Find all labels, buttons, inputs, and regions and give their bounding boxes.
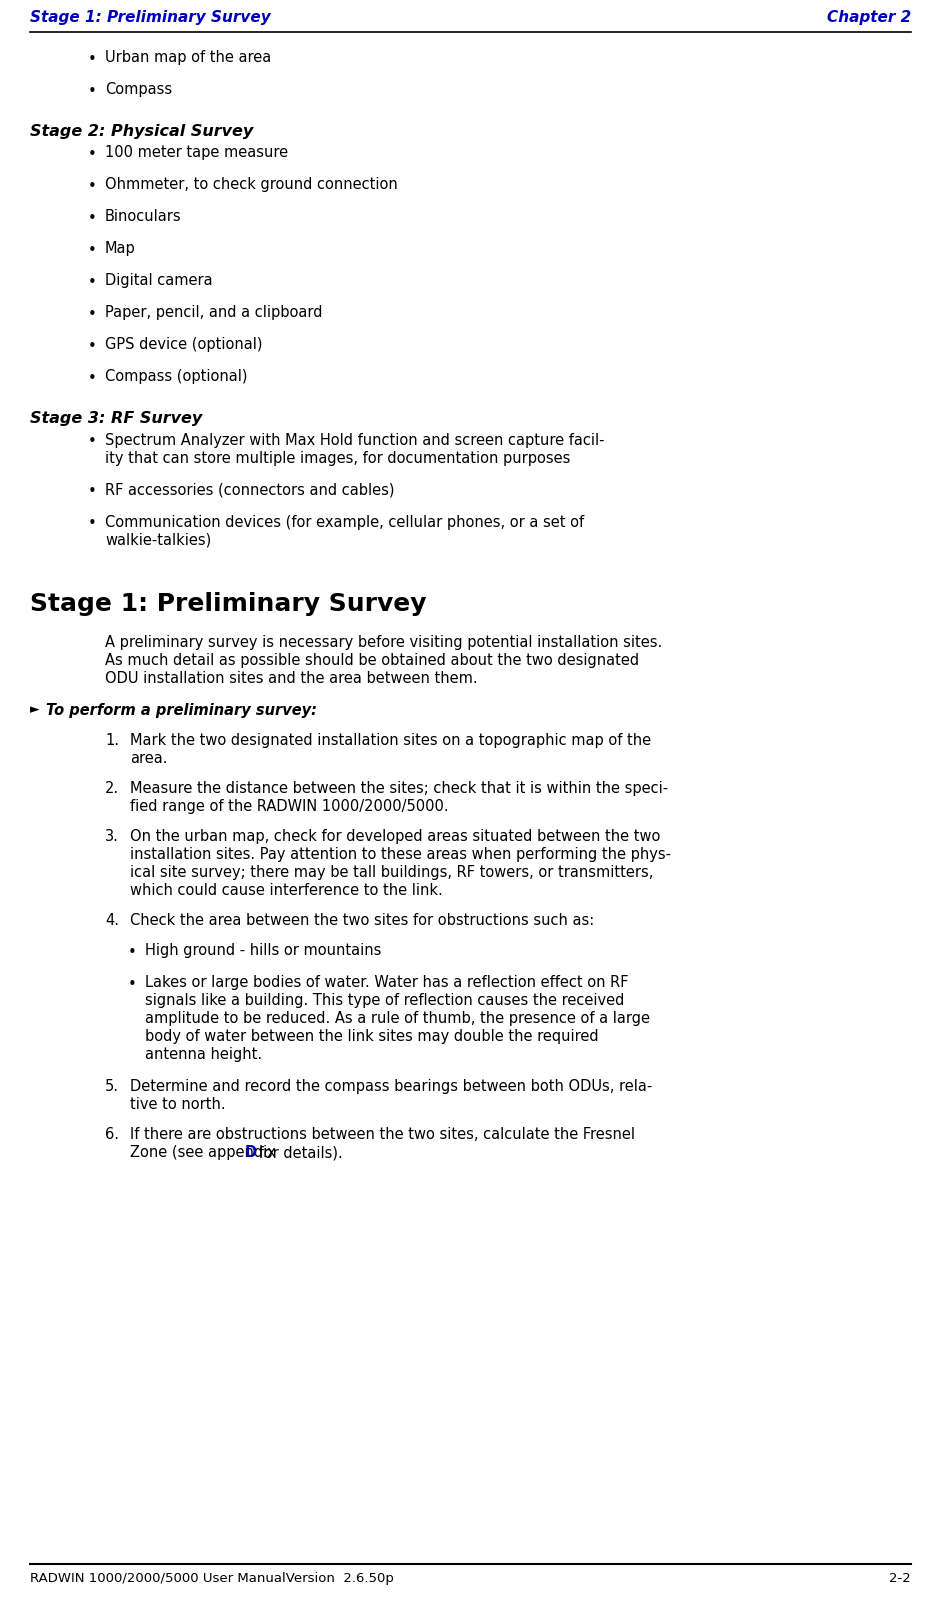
Text: Chapter 2: Chapter 2	[827, 10, 911, 26]
Text: ity that can store multiple images, for documentation purposes: ity that can store multiple images, for …	[105, 451, 570, 465]
Text: Compass: Compass	[105, 82, 172, 96]
Text: RF accessories (connectors and cables): RF accessories (connectors and cables)	[105, 483, 394, 497]
Text: •: •	[128, 945, 136, 961]
Text: ODU installation sites and the area between them.: ODU installation sites and the area betw…	[105, 672, 478, 687]
Text: fied range of the RADWIN 1000/2000/5000.: fied range of the RADWIN 1000/2000/5000.	[130, 799, 449, 815]
Text: 100 meter tape measure: 100 meter tape measure	[105, 146, 288, 160]
Text: Compass (optional): Compass (optional)	[105, 369, 247, 385]
Text: Map: Map	[105, 241, 136, 257]
Text: Mark the two designated installation sites on a topographic map of the: Mark the two designated installation sit…	[130, 733, 651, 749]
Text: Stage 1: Preliminary Survey: Stage 1: Preliminary Survey	[30, 592, 426, 616]
Text: ical site survey; there may be tall buildings, RF towers, or transmitters,: ical site survey; there may be tall buil…	[130, 865, 653, 881]
Text: On the urban map, check for developed areas situated between the two: On the urban map, check for developed ar…	[130, 829, 661, 844]
Text: Spectrum Analyzer with Max Hold function and screen capture facil-: Spectrum Analyzer with Max Hold function…	[105, 433, 604, 448]
Text: amplitude to be reduced. As a rule of thumb, the presence of a large: amplitude to be reduced. As a rule of th…	[145, 1011, 650, 1027]
Text: As much detail as possible should be obtained about the two designated: As much detail as possible should be obt…	[105, 653, 639, 669]
Text: •: •	[88, 148, 97, 162]
Text: RADWIN 1000/2000/5000 User ManualVersion  2.6.50p: RADWIN 1000/2000/5000 User ManualVersion…	[30, 1572, 394, 1585]
Text: Communication devices (for example, cellular phones, or a set of: Communication devices (for example, cell…	[105, 515, 584, 529]
Text: walkie-talkies): walkie-talkies)	[105, 533, 211, 547]
Text: for details).: for details).	[254, 1145, 343, 1160]
Text: Paper, pencil, and a clipboard: Paper, pencil, and a clipboard	[105, 305, 323, 321]
Text: •: •	[88, 340, 97, 354]
Text: Determine and record the compass bearings between both ODUs, rela-: Determine and record the compass bearing…	[130, 1079, 652, 1094]
Text: To perform a preliminary survey:: To perform a preliminary survey:	[46, 703, 317, 719]
Text: Zone (see appendix: Zone (see appendix	[130, 1145, 280, 1160]
Text: D: D	[245, 1145, 257, 1160]
Text: •: •	[88, 83, 97, 99]
Text: •: •	[88, 276, 97, 290]
Text: A preliminary survey is necessary before visiting potential installation sites.: A preliminary survey is necessary before…	[105, 635, 662, 650]
Text: Stage 3: RF Survey: Stage 3: RF Survey	[30, 411, 202, 427]
Text: Digital camera: Digital camera	[105, 273, 213, 289]
Text: which could cause interference to the link.: which could cause interference to the li…	[130, 884, 443, 898]
Text: •: •	[128, 977, 136, 993]
Text: 2-2: 2-2	[889, 1572, 911, 1585]
Text: Measure the distance between the sites; check that it is within the speci-: Measure the distance between the sites; …	[130, 781, 668, 796]
Text: If there are obstructions between the two sites, calculate the Fresnel: If there are obstructions between the tw…	[130, 1128, 635, 1142]
Text: 1.: 1.	[105, 733, 119, 749]
Text: 5.: 5.	[105, 1079, 119, 1094]
Text: antenna height.: antenna height.	[145, 1047, 263, 1062]
Text: Ohmmeter, to check ground connection: Ohmmeter, to check ground connection	[105, 178, 398, 192]
Text: ►: ►	[30, 703, 40, 717]
Text: area.: area.	[130, 751, 167, 767]
Text: 6.: 6.	[105, 1128, 119, 1142]
Text: tive to north.: tive to north.	[130, 1097, 226, 1112]
Text: •: •	[88, 212, 97, 226]
Text: Urban map of the area: Urban map of the area	[105, 50, 271, 66]
Text: 4.: 4.	[105, 913, 119, 929]
Text: Binoculars: Binoculars	[105, 209, 182, 225]
Text: body of water between the link sites may double the required: body of water between the link sites may…	[145, 1030, 598, 1044]
Text: GPS device (optional): GPS device (optional)	[105, 337, 263, 353]
Text: 3.: 3.	[105, 829, 119, 844]
Text: •: •	[88, 180, 97, 194]
Text: Check the area between the two sites for obstructions such as:: Check the area between the two sites for…	[130, 913, 595, 929]
Text: Stage 1: Preliminary Survey: Stage 1: Preliminary Survey	[30, 10, 271, 26]
Text: •: •	[88, 244, 97, 258]
Text: •: •	[88, 371, 97, 387]
Text: installation sites. Pay attention to these areas when performing the phys-: installation sites. Pay attention to the…	[130, 847, 671, 863]
Text: •: •	[88, 51, 97, 67]
Text: High ground - hills or mountains: High ground - hills or mountains	[145, 943, 381, 958]
Text: Stage 2: Physical Survey: Stage 2: Physical Survey	[30, 124, 253, 140]
Text: 2.: 2.	[105, 781, 120, 796]
Text: •: •	[88, 516, 97, 531]
Text: Lakes or large bodies of water. Water has a reflection effect on RF: Lakes or large bodies of water. Water ha…	[145, 975, 629, 990]
Text: signals like a building. This type of reflection causes the received: signals like a building. This type of re…	[145, 993, 625, 1009]
Text: •: •	[88, 308, 97, 322]
Text: •: •	[88, 484, 97, 499]
Text: •: •	[88, 435, 97, 449]
